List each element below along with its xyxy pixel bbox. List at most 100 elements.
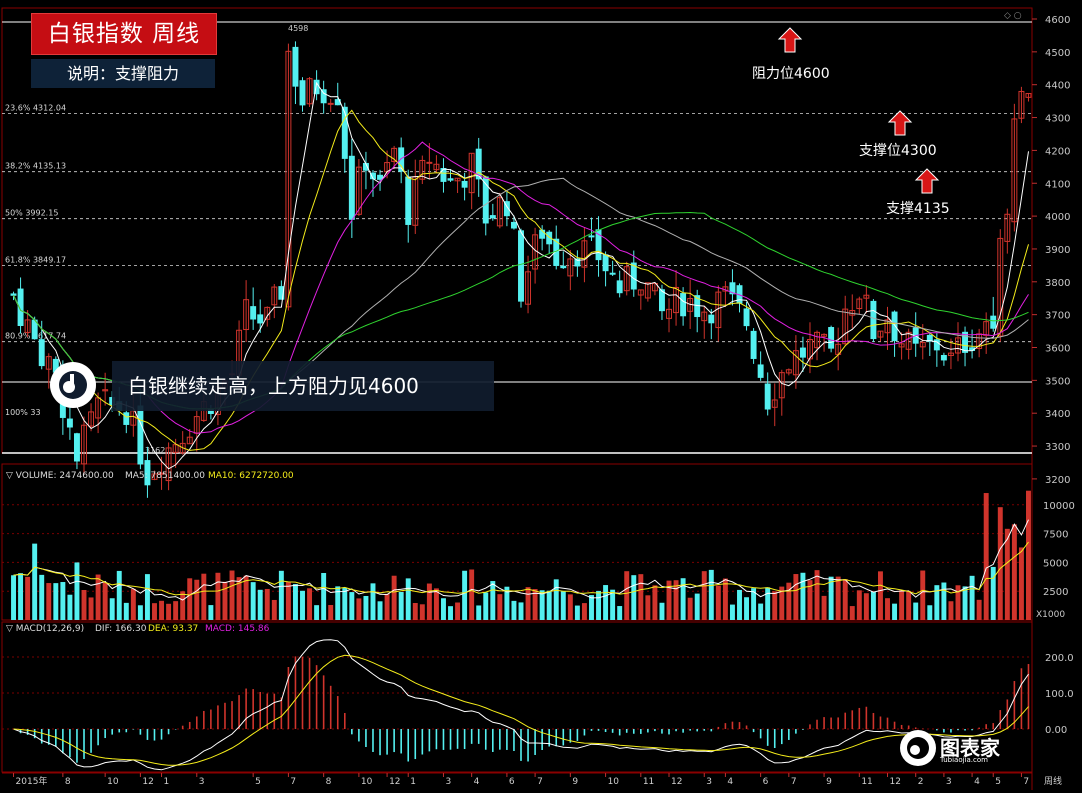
x-tick-label: 1: [410, 777, 416, 787]
volume-bar: [1018, 547, 1024, 620]
candle-body: [947, 352, 954, 356]
volume-bar: [722, 578, 728, 620]
candle-body: [799, 347, 806, 358]
volume-bar: [53, 583, 59, 620]
volume-unit-label: X1000: [1036, 610, 1065, 620]
candle-body: [574, 258, 581, 267]
volume-bar: [877, 571, 883, 620]
volume-bar: [610, 589, 616, 620]
candle-body: [45, 356, 52, 370]
volume-bar: [39, 574, 45, 620]
candle-body: [327, 102, 334, 105]
x-tick-label: 4: [474, 777, 480, 787]
candle-body: [377, 174, 384, 180]
candle-body: [997, 237, 1004, 337]
volume-panel-frame: [1, 463, 1033, 621]
candle-body: [651, 282, 658, 292]
volume-bar: [285, 581, 291, 620]
volume-bar: [800, 572, 806, 620]
candle-body: [701, 311, 708, 322]
volume-bar: [166, 603, 172, 620]
volume-bar: [180, 591, 186, 620]
volume-bar: [779, 586, 785, 620]
x-tick-label: 12: [389, 777, 400, 787]
candle-body: [673, 286, 680, 314]
candle-body: [884, 319, 891, 334]
volume-bar: [159, 600, 165, 620]
candle-body: [602, 254, 609, 272]
volume-bar: [144, 574, 150, 620]
volume-bar: [441, 598, 446, 620]
candle-body: [919, 341, 926, 348]
volume-bar: [412, 602, 418, 620]
candle-body: [405, 176, 412, 225]
volume-bar: [419, 604, 425, 620]
candle-body: [66, 418, 73, 428]
volume-bar: [426, 583, 432, 620]
candle-body: [102, 389, 109, 392]
volume-bar: [990, 566, 996, 620]
volume-bar: [116, 570, 122, 620]
volume-bar: [137, 605, 143, 620]
x-tick-label: 7: [1023, 777, 1029, 787]
volume-bar: [1004, 528, 1010, 620]
volume-bar: [793, 574, 799, 620]
volume-bar: [603, 585, 609, 620]
volume-bar: [349, 592, 355, 620]
volume-bar: [659, 602, 665, 620]
volume-bar: [377, 601, 383, 620]
volume-bar: [920, 570, 926, 620]
candle-body: [475, 148, 482, 180]
candle-body: [73, 433, 80, 462]
x-tick-label: 2: [918, 777, 924, 787]
macd-tick-label: 200.0: [1045, 653, 1074, 664]
volume-bar: [934, 585, 940, 620]
fib-level-label: 50% 3992.15: [5, 209, 58, 218]
fib-level-label: 38.2% 4135.13: [5, 162, 66, 171]
volume-bar: [581, 603, 587, 620]
candle-body: [905, 331, 912, 350]
candle-body: [891, 311, 898, 342]
volume-bar: [567, 594, 573, 620]
volume-bar: [765, 587, 771, 620]
volume-bar: [335, 586, 341, 620]
candle-body: [990, 315, 997, 329]
support-4135-note: 支撑4135: [886, 201, 950, 217]
candle-body: [123, 412, 130, 425]
volume-tick-label: 5000: [1043, 558, 1068, 569]
volume-bar: [518, 602, 524, 620]
candle-body: [165, 447, 172, 482]
candle-body: [588, 235, 595, 238]
fib-level-label: 100% 33: [5, 408, 41, 417]
chart-subtitle: 说明：支撑阻力: [31, 59, 215, 88]
volume-bar: [1026, 490, 1031, 620]
x-tick-label: 3: [946, 777, 952, 787]
volume-bar: [744, 597, 750, 620]
volume-bar: [469, 569, 475, 620]
high-price-label: 4598: [288, 24, 308, 33]
macd-dif-line: [13, 639, 1029, 771]
candle-body: [454, 177, 461, 182]
volume-bar: [257, 589, 263, 620]
candle-body: [137, 405, 144, 465]
volume-bar: [300, 590, 305, 620]
x-tick-label: 3: [199, 777, 205, 787]
volume-bars: [11, 490, 1031, 620]
candle-body: [503, 201, 510, 217]
volume-bar: [532, 589, 538, 620]
volume-bar: [821, 595, 827, 620]
candle-body: [757, 364, 764, 378]
volume-bar: [229, 570, 235, 620]
support-4300-arrow-icon: [887, 110, 913, 136]
volume-bar: [955, 585, 961, 620]
candle-body: [828, 327, 835, 349]
price-tick-label: 3400: [1045, 409, 1070, 420]
volume-bar: [511, 600, 517, 620]
x-tick-label: 9: [826, 777, 832, 787]
volume-bar: [870, 591, 876, 620]
candle-body: [433, 163, 440, 171]
candle-body: [341, 106, 348, 159]
macd-dea-line: [13, 654, 1029, 766]
brand-logo-icon: [50, 362, 96, 408]
price-tick-label: 3600: [1045, 344, 1070, 355]
